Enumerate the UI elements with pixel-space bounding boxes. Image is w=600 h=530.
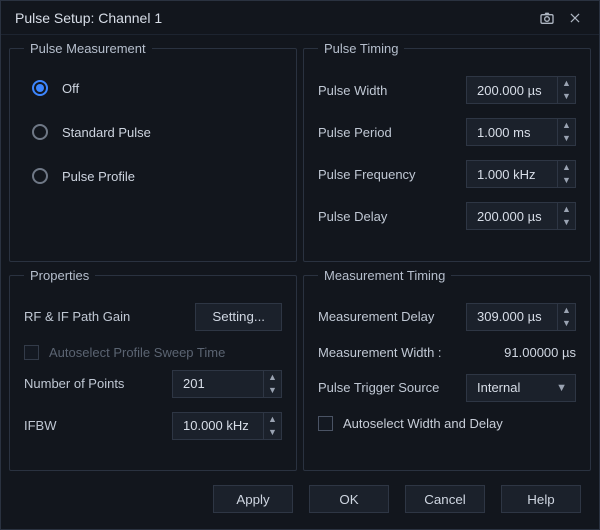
select-value: Internal xyxy=(477,380,520,395)
radio-label: Pulse Profile xyxy=(62,169,135,184)
input-value: 200.000 µs xyxy=(467,203,557,229)
group-properties: Properties RF & IF Path Gain Setting... … xyxy=(9,268,297,472)
number-of-points-input[interactable]: 201 ▲ ▼ xyxy=(172,370,282,398)
help-button[interactable]: Help xyxy=(501,485,581,513)
step-up-icon[interactable]: ▲ xyxy=(264,371,281,384)
radio-off[interactable]: Off xyxy=(32,80,278,96)
radio-icon xyxy=(32,80,48,96)
field-label: Pulse Delay xyxy=(318,209,456,224)
setting-button[interactable]: Setting... xyxy=(195,303,282,331)
ifbw-input[interactable]: 10.000 kHz ▲ ▼ xyxy=(172,412,282,440)
radio-label: Standard Pulse xyxy=(62,125,151,140)
field-label: IFBW xyxy=(24,418,162,433)
step-down-icon[interactable]: ▼ xyxy=(558,216,575,229)
checkbox-icon xyxy=(318,416,333,431)
row-pulse-width: Pulse Width 200.000 µs ▲ ▼ xyxy=(318,76,576,104)
pulse-width-input[interactable]: 200.000 µs ▲ ▼ xyxy=(466,76,576,104)
input-value: 1.000 kHz xyxy=(467,161,557,187)
trigger-source-select[interactable]: Internal ▼ xyxy=(466,374,576,402)
measurement-delay-input[interactable]: 309.000 µs ▲ ▼ xyxy=(466,303,576,331)
row-pulse-period: Pulse Period 1.000 ms ▲ ▼ xyxy=(318,118,576,146)
row-trigger-source: Pulse Trigger Source Internal ▼ xyxy=(318,374,576,402)
step-down-icon[interactable]: ▼ xyxy=(264,384,281,397)
stepper: ▲ ▼ xyxy=(557,161,575,187)
group-legend: Pulse Timing xyxy=(318,41,404,56)
step-up-icon[interactable]: ▲ xyxy=(264,413,281,426)
chevron-down-icon: ▼ xyxy=(556,382,567,394)
radio-pulse-profile[interactable]: Pulse Profile xyxy=(32,168,278,184)
stepper: ▲ ▼ xyxy=(557,304,575,330)
step-up-icon[interactable]: ▲ xyxy=(558,77,575,90)
stepper: ▲ ▼ xyxy=(557,77,575,103)
radio-icon xyxy=(32,124,48,140)
step-down-icon[interactable]: ▼ xyxy=(264,426,281,439)
row-ifbw: IFBW 10.000 kHz ▲ ▼ xyxy=(24,412,282,440)
window-title: Pulse Setup: Channel 1 xyxy=(15,10,533,26)
checkbox-label: Autoselect Width and Delay xyxy=(343,416,503,431)
pulse-setup-dialog: Pulse Setup: Channel 1 Pulse Measurement… xyxy=(0,0,600,530)
apply-button[interactable]: Apply xyxy=(213,485,293,513)
group-pulse-timing: Pulse Timing Pulse Width 200.000 µs ▲ ▼ … xyxy=(303,41,591,262)
dialog-content: Pulse Measurement Off Standard Pulse Pul… xyxy=(1,35,599,475)
row-pulse-frequency: Pulse Frequency 1.000 kHz ▲ ▼ xyxy=(318,160,576,188)
step-up-icon[interactable]: ▲ xyxy=(558,304,575,317)
step-down-icon[interactable]: ▼ xyxy=(558,174,575,187)
radio-standard-pulse[interactable]: Standard Pulse xyxy=(32,124,278,140)
group-legend: Properties xyxy=(24,268,95,283)
group-legend: Pulse Measurement xyxy=(24,41,152,56)
stepper: ▲ ▼ xyxy=(557,203,575,229)
stepper: ▲ ▼ xyxy=(263,413,281,439)
dialog-button-bar: Apply OK Cancel Help xyxy=(1,475,599,529)
row-path-gain: RF & IF Path Gain Setting... xyxy=(24,303,282,331)
pulse-delay-input[interactable]: 200.000 µs ▲ ▼ xyxy=(466,202,576,230)
field-label: RF & IF Path Gain xyxy=(24,309,185,324)
pulse-frequency-input[interactable]: 1.000 kHz ▲ ▼ xyxy=(466,160,576,188)
field-label: Pulse Trigger Source xyxy=(318,380,456,395)
checkbox-autoselect-sweep-time: Autoselect Profile Sweep Time xyxy=(24,345,282,360)
step-up-icon[interactable]: ▲ xyxy=(558,203,575,216)
step-down-icon[interactable]: ▼ xyxy=(558,132,575,145)
group-measurement-timing: Measurement Timing Measurement Delay 309… xyxy=(303,268,591,472)
row-number-of-points: Number of Points 201 ▲ ▼ xyxy=(24,370,282,398)
titlebar: Pulse Setup: Channel 1 xyxy=(1,1,599,35)
camera-icon[interactable] xyxy=(533,4,561,32)
field-label: Measurement Width : xyxy=(318,345,494,360)
radio-label: Off xyxy=(62,81,79,96)
cancel-button[interactable]: Cancel xyxy=(405,485,485,513)
group-pulse-measurement: Pulse Measurement Off Standard Pulse Pul… xyxy=(9,41,297,262)
input-value: 10.000 kHz xyxy=(173,413,263,439)
checkbox-autoselect-width-delay[interactable]: Autoselect Width and Delay xyxy=(318,416,576,431)
input-value: 201 xyxy=(173,371,263,397)
step-down-icon[interactable]: ▼ xyxy=(558,90,575,103)
step-up-icon[interactable]: ▲ xyxy=(558,119,575,132)
stepper: ▲ ▼ xyxy=(263,371,281,397)
pulse-period-input[interactable]: 1.000 ms ▲ ▼ xyxy=(466,118,576,146)
field-label: Number of Points xyxy=(24,376,162,391)
ok-button[interactable]: OK xyxy=(309,485,389,513)
row-pulse-delay: Pulse Delay 200.000 µs ▲ ▼ xyxy=(318,202,576,230)
step-down-icon[interactable]: ▼ xyxy=(558,317,575,330)
field-label: Pulse Width xyxy=(318,83,456,98)
input-value: 1.000 ms xyxy=(467,119,557,145)
measurement-radio-list: Off Standard Pulse Pulse Profile xyxy=(24,66,282,190)
field-label: Measurement Delay xyxy=(318,309,456,324)
group-legend: Measurement Timing xyxy=(318,268,451,283)
row-measurement-delay: Measurement Delay 309.000 µs ▲ ▼ xyxy=(318,303,576,331)
radio-icon xyxy=(32,168,48,184)
input-value: 309.000 µs xyxy=(467,304,557,330)
checkbox-label: Autoselect Profile Sweep Time xyxy=(49,345,225,360)
close-icon[interactable] xyxy=(561,4,589,32)
input-value: 200.000 µs xyxy=(467,77,557,103)
step-up-icon[interactable]: ▲ xyxy=(558,161,575,174)
field-label: Pulse Frequency xyxy=(318,167,456,182)
measurement-width-value: 91.00000 µs xyxy=(504,345,576,360)
row-measurement-width: Measurement Width : 91.00000 µs xyxy=(318,345,576,360)
field-label: Pulse Period xyxy=(318,125,456,140)
checkbox-icon xyxy=(24,345,39,360)
stepper: ▲ ▼ xyxy=(557,119,575,145)
